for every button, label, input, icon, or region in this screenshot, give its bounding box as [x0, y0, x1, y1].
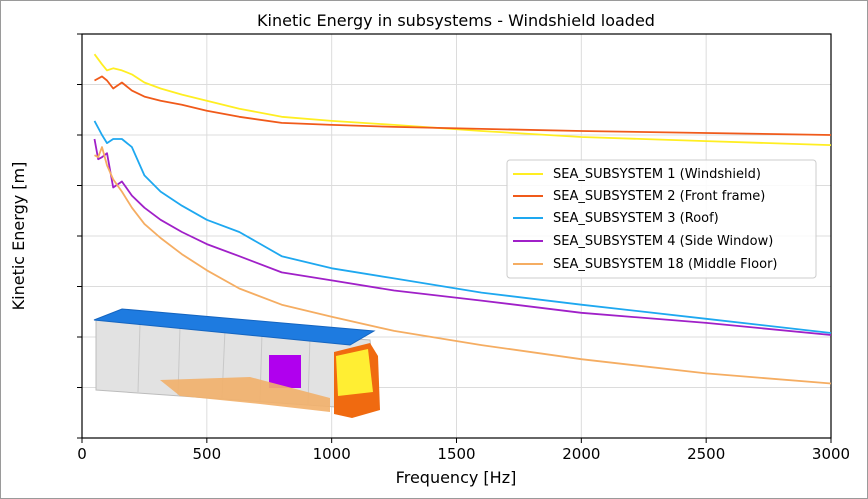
axis-ticks: 0 500 1000 1500 2000 2500 3000 — [77, 33, 850, 463]
legend-label-2: SEA_SUBSYSTEM 2 (Front frame) — [553, 189, 765, 204]
x-tick-label: 2000 — [562, 445, 600, 463]
bus-frame-line — [137, 323, 141, 393]
x-tick-label: 500 — [193, 445, 222, 463]
series-line-4 — [93, 138, 832, 336]
x-tick-label: 1000 — [313, 445, 351, 463]
bus-model-illustration — [93, 308, 380, 418]
bus-roof — [93, 308, 376, 346]
bus-windshield — [336, 349, 373, 396]
series-line-2 — [94, 75, 832, 136]
legend-label-3: SEA_SUBSYSTEM 3 (Roof) — [553, 211, 719, 226]
series-line-3 — [93, 120, 832, 334]
legend-label-4: SEA_SUBSYSTEM 4 (Side Window) — [553, 234, 773, 249]
legend-label-1: SEA_SUBSYSTEM 1 (Windshield) — [553, 167, 761, 182]
series-line-1 — [93, 53, 832, 146]
bus-side-window — [269, 355, 301, 388]
bus-middle-floor — [160, 377, 330, 412]
x-tick-label: 3000 — [812, 445, 850, 463]
series-line-5 — [94, 146, 832, 385]
x-tick-label: 1500 — [437, 445, 475, 463]
legend-label-5: SEA_SUBSYSTEM 18 (Middle Floor) — [553, 257, 778, 272]
x-tick-label: 2500 — [687, 445, 725, 463]
chart-title: Kinetic Energy in subsystems - Windshiel… — [257, 11, 655, 30]
x-tick-label: 0 — [77, 445, 87, 463]
y-axis-label: Kinetic Energy [m] — [9, 162, 28, 311]
series-lines — [93, 53, 832, 385]
x-axis-label: Frequency [Hz] — [396, 468, 517, 487]
legend: SEA_SUBSYSTEM 1 (Windshield) SEA_SUBSYST… — [506, 159, 817, 279]
legend-box — [506, 159, 817, 279]
